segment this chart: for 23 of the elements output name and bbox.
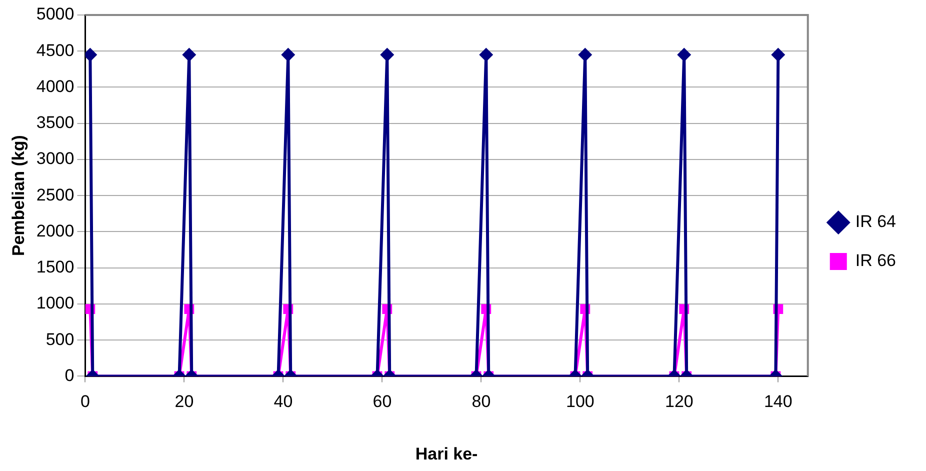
x-tick-label: 40 [274, 392, 293, 412]
y-tick-label: 500 [46, 330, 74, 349]
y-tick-label: 2000 [36, 221, 74, 240]
x-tick-label: 80 [472, 392, 491, 412]
y-tick-label: 3000 [36, 149, 74, 168]
x-tick-label: 20 [174, 392, 194, 412]
x-tick-label: 60 [372, 392, 392, 412]
x-tick-label: 140 [764, 392, 792, 412]
legend-label: IR 64 [855, 212, 896, 232]
y-tick-label: 4500 [36, 40, 74, 60]
y-tick-label: 1500 [36, 258, 74, 277]
y-axis-title: Pembelian (kg) [8, 135, 28, 256]
x-tick-label: 100 [566, 392, 594, 412]
y-tick-label: 3500 [36, 113, 74, 132]
x-tick-label: 0 [80, 392, 90, 412]
y-tick-label: 4000 [36, 76, 74, 96]
x-tick-label: 120 [664, 392, 694, 412]
y-tick-label: 1000 [36, 294, 74, 313]
legend-label: IR 66 [855, 251, 896, 270]
y-tick-label: 2500 [36, 185, 74, 204]
y-tick-label: 5000 [36, 4, 74, 24]
y-tick-label: 0 [64, 366, 74, 385]
x-axis-title: Hari ke- [415, 444, 478, 464]
